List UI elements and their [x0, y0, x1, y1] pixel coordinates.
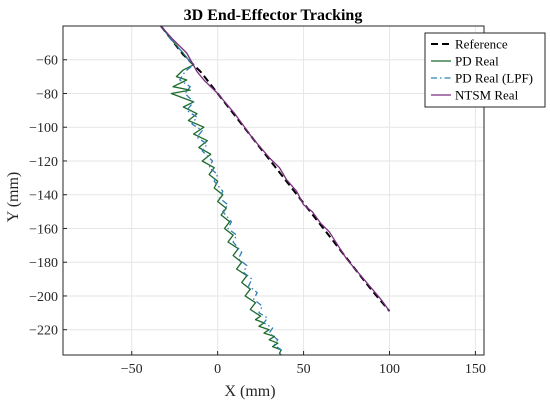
grid	[63, 26, 484, 355]
x-tick-label: 50	[297, 362, 311, 377]
chart-title: 3D End-Effector Tracking	[184, 7, 363, 24]
x-tick-label: 0	[214, 362, 221, 377]
x-axis-title: X (mm)	[224, 383, 275, 400]
y-tick-label: −80	[36, 87, 58, 102]
legend-label: PD Real (LPF)	[455, 71, 533, 86]
y-axis-title: Y (mm)	[5, 172, 22, 223]
y-tick-label: −100	[29, 121, 58, 136]
y-tick-label: −60	[36, 54, 58, 69]
plot-frame	[62, 25, 485, 356]
x-tick-label: 100	[379, 362, 400, 377]
y-tick-label: −140	[29, 189, 58, 204]
series-line-pd-real-lpf	[160, 25, 282, 356]
y-tick-label: −200	[29, 290, 58, 305]
x-tick-label: −50	[121, 362, 143, 377]
y-tick-label: −220	[29, 324, 58, 339]
y-tick-label: −160	[29, 222, 58, 237]
plot-area	[160, 25, 391, 356]
x-axis-ticks: −50 0 50 100 150	[121, 351, 486, 377]
legend-label: NTSM Real	[455, 88, 519, 103]
y-axis-ticks: −60 −80 −100 −120 −140 −160 −180 −200 −220	[29, 54, 67, 339]
y-tick-label: −180	[29, 256, 58, 271]
x-tick-label: 150	[465, 362, 486, 377]
series-line-ntsm-real	[160, 25, 391, 312]
y-tick-label: −120	[29, 155, 58, 170]
legend-label: PD Real	[455, 54, 499, 69]
legend-label: Reference	[455, 37, 508, 52]
legend: Reference PD Real PD Real (LPF) NTSM Real	[424, 32, 546, 108]
